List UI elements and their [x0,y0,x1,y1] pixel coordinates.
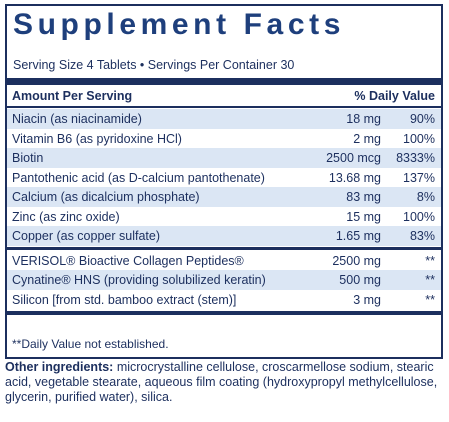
nutrient-row: Cynatine® HNS (providing solubilized ker… [7,270,441,290]
serving-info: Serving Size 4 Tablets • Servings Per Co… [13,58,295,72]
daily-value: 100% [403,131,435,146]
other-ingredients: Other ingredients: microcrystalline cell… [5,360,445,405]
daily-value: 137% [403,170,435,185]
header-row: Amount Per Serving % Daily Value [7,86,441,106]
nutrient-row: Pantothenic acid (as D-calcium pantothen… [7,168,441,188]
nutrient-name: Silicon [from std. bamboo extract (stem)… [12,292,237,307]
title: Supplement Facts [13,8,345,41]
nutrient-row: Niacin (as niacinamide) 18 mg 90% [7,109,441,129]
daily-value: ** [425,292,435,307]
daily-value: ** [425,253,435,268]
amount: 18 mg [346,112,381,126]
nutrient-name: VERISOL® Bioactive Collagen Peptides® [12,253,244,268]
nutrient-name: Copper (as copper sulfate) [12,229,160,243]
daily-value: ** [425,273,435,287]
nutrient-name: Pantothenic acid (as D-calcium pantothen… [12,170,265,185]
amount: 83 mg [346,190,381,204]
nutrient-name: Zinc (as zinc oxide) [12,209,120,224]
rule [7,106,441,108]
nutrient-row: Zinc (as zinc oxide) 15 mg 100% [7,207,441,227]
nutrient-name: Vitamin B6 (as pyridoxine HCl) [12,131,182,146]
column-header: Amount Per Serving [12,89,133,103]
label: Other ingredients: [5,360,114,374]
daily-value: 90% [409,112,435,126]
amount: 2 mg [353,131,381,146]
nutrient-row: Silicon [from std. bamboo extract (stem)… [7,290,441,310]
thick-rule [7,311,441,315]
nutrient-name: Niacin (as niacinamide) [12,112,142,126]
amount: 2500 mcg [326,151,381,165]
nutrient-row: Biotin 2500 mcg 8333% [7,148,441,168]
daily-value: 83% [409,229,435,243]
amount: 2500 mg [332,253,381,268]
nutrient-row: Calcium (as dicalcium phosphate) 83 mg 8% [7,187,441,207]
daily-value: 100% [403,209,435,224]
nutrient-name: Biotin [12,151,44,165]
amount: 15 mg [346,209,381,224]
nutrient-row: Vitamin B6 (as pyridoxine HCl) 2 mg 100% [7,129,441,149]
daily-value: 8333% [396,151,435,165]
thick-rule [7,246,441,250]
amount: 500 mg [339,273,381,287]
nutrient-row: Copper (as copper sulfate) 1.65 mg 83% [7,226,441,246]
footnote: **Daily Value not established. [12,337,169,351]
amount: 3 mg [353,292,381,307]
amount: 1.65 mg [335,229,381,243]
text: microcrystalline cellulose, croscarmello… [5,360,438,404]
nutrient-row: VERISOL® Bioactive Collagen Peptides® 250… [7,251,441,271]
column-header: % Daily Value [354,89,435,103]
nutrient-name: Calcium (as dicalcium phosphate) [12,190,200,204]
amount: 13.68 mg [328,170,381,185]
nutrient-name: Cynatine® HNS (providing solubilized ker… [12,273,266,287]
thick-rule [7,78,441,85]
facts-panel: Supplement Facts Serving Size 4 Tablets … [5,4,443,359]
daily-value: 8% [416,190,435,204]
